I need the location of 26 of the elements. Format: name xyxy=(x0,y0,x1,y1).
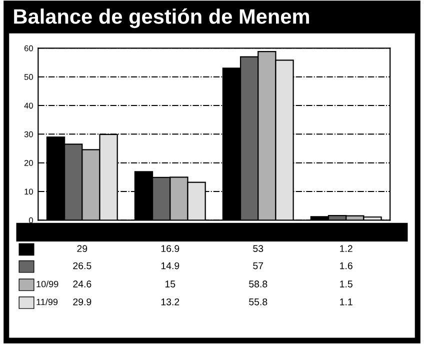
legend-label: 11/99 xyxy=(36,298,58,306)
data-label: 1.1 xyxy=(340,298,352,306)
legend-label: 10/99 xyxy=(36,280,58,288)
chart-title: Balance de gestión de Menem xyxy=(14,8,309,28)
data-label: 26.5 xyxy=(73,262,92,270)
data-label: 1.6 xyxy=(340,262,352,270)
data-label: 1.2 xyxy=(340,245,352,252)
y-tick-label: 60 xyxy=(24,45,33,52)
data-label: 24.6 xyxy=(73,280,92,288)
data-label: 1.5 xyxy=(340,280,352,288)
y-tick-label: 10 xyxy=(24,188,33,195)
data-label: 16.9 xyxy=(161,245,180,252)
data-label: 53 xyxy=(253,245,264,252)
data-label: 57 xyxy=(253,262,264,270)
data-label: 29.9 xyxy=(73,298,92,306)
data-label: 58.8 xyxy=(249,280,268,288)
data-label: 13.2 xyxy=(161,298,180,306)
y-tick-label: 50 xyxy=(24,74,33,80)
y-tick-label: 30 xyxy=(24,131,33,138)
y-tick-label: 0 xyxy=(28,217,33,224)
data-label: 55.8 xyxy=(249,298,268,306)
y-tick-label: 40 xyxy=(24,102,33,109)
data-label: 15 xyxy=(165,280,176,288)
y-tick-label: 20 xyxy=(24,160,33,166)
data-label: 29 xyxy=(77,245,88,252)
data-label: 14.9 xyxy=(161,262,180,270)
